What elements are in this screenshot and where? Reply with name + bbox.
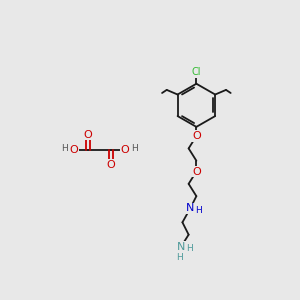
Text: O: O bbox=[192, 167, 201, 176]
Text: O: O bbox=[70, 145, 78, 155]
Text: H: H bbox=[186, 244, 193, 253]
Text: H: H bbox=[131, 144, 138, 153]
Text: N: N bbox=[177, 242, 185, 252]
Text: O: O bbox=[83, 130, 92, 140]
Text: N: N bbox=[186, 203, 194, 214]
Text: O: O bbox=[192, 131, 201, 141]
Text: H: H bbox=[176, 253, 183, 262]
Text: Cl: Cl bbox=[192, 67, 201, 77]
Text: H: H bbox=[61, 144, 68, 153]
Text: O: O bbox=[121, 145, 130, 155]
Text: H: H bbox=[196, 206, 202, 214]
Text: O: O bbox=[107, 160, 116, 170]
